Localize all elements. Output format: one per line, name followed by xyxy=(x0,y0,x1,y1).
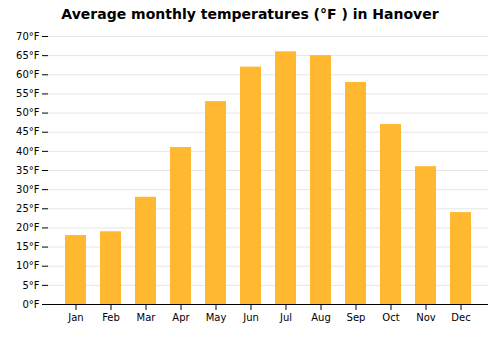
svg-text:0°F: 0°F xyxy=(22,299,39,310)
svg-text:Dec: Dec xyxy=(451,312,470,323)
svg-text:Jan: Jan xyxy=(67,312,83,323)
svg-text:15°F: 15°F xyxy=(16,241,40,252)
html-text:Average monthly temperatures (: Average monthly temperatures (°F ) in Ha… xyxy=(61,6,439,22)
svg-text:Nov: Nov xyxy=(416,312,436,323)
svg-text:Jul: Jul xyxy=(279,312,292,323)
svg-text:45°F: 45°F xyxy=(16,126,40,137)
svg-text:20°F: 20°F xyxy=(16,222,40,233)
svg-text:Apr: Apr xyxy=(172,312,190,323)
svg-text:25°F: 25°F xyxy=(16,203,40,214)
svg-text:35°F: 35°F xyxy=(16,165,40,176)
svg-text:Oct: Oct xyxy=(382,312,399,323)
svg-text:55°F: 55°F xyxy=(16,88,40,99)
svg-text:70°F: 70°F xyxy=(16,31,40,42)
svg-text:40°F: 40°F xyxy=(16,146,40,157)
svg-text:10°F: 10°F xyxy=(16,260,40,271)
svg-text:Sep: Sep xyxy=(347,312,366,323)
svg-text:Feb: Feb xyxy=(102,312,120,323)
svg-text:60°F: 60°F xyxy=(16,69,40,80)
svg-text:30°F: 30°F xyxy=(16,184,40,195)
svg-text:May: May xyxy=(206,312,227,323)
svg-text:65°F: 65°F xyxy=(16,50,40,61)
svg-text:Aug: Aug xyxy=(311,312,331,323)
svg-text:Mar: Mar xyxy=(137,312,157,323)
svg-text:Jun: Jun xyxy=(242,312,259,323)
svg-text:5°F: 5°F xyxy=(22,280,39,291)
svg-text:50°F: 50°F xyxy=(16,107,40,118)
